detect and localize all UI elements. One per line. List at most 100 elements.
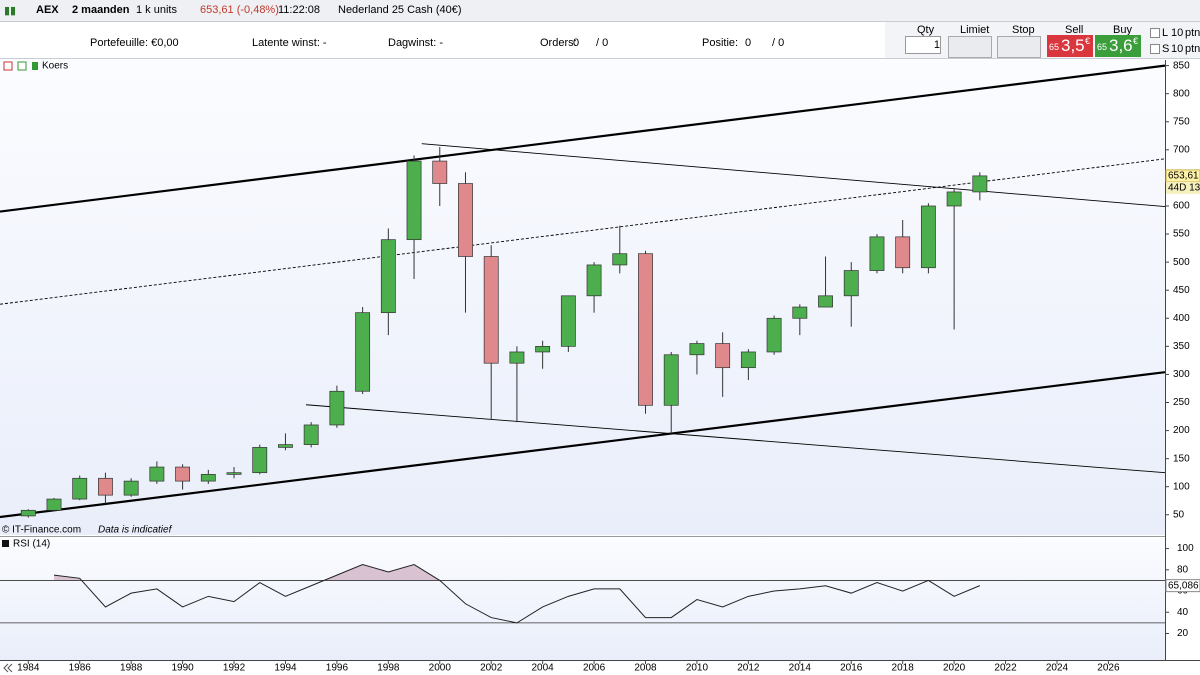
zoom-button[interactable]: [3, 61, 13, 71]
price-plot: [0, 64, 1165, 519]
long-value[interactable]: 10: [1171, 27, 1184, 39]
candle-body: [689, 343, 705, 356]
sell-small: 65: [1049, 42, 1060, 52]
candle-body: [175, 466, 191, 482]
sell-button[interactable]: 65 3,5 €: [1047, 35, 1093, 57]
trendline: [421, 143, 1165, 207]
candle-body: [946, 191, 962, 207]
qty-input[interactable]: 1: [905, 36, 941, 54]
buy-small: 65: [1097, 42, 1108, 52]
rsi-area: [54, 564, 440, 581]
candle-body: [560, 295, 576, 347]
candle-body: [663, 354, 679, 406]
quote: 653,61 (-0,48%): [200, 4, 279, 16]
candle-body: [458, 183, 473, 257]
candle-body: [715, 343, 731, 369]
candle-body: [535, 345, 551, 353]
rsi-pane: [0, 538, 1165, 660]
position-total[interactable]: / 0: [772, 37, 785, 49]
portfolio: Portefeuille: €0,00: [90, 37, 179, 49]
position: Positie:: [702, 37, 739, 49]
symbol[interactable]: AEX: [36, 4, 59, 16]
y-tick-label: 600: [1173, 201, 1190, 212]
scroll-left[interactable]: [3, 663, 13, 673]
trendline: [0, 371, 1165, 519]
candle-body: [509, 351, 525, 364]
trendline: [0, 64, 1165, 213]
limit-button[interactable]: [948, 36, 992, 58]
short-value[interactable]: 10: [1171, 43, 1184, 55]
orders-total[interactable]: / 0: [596, 37, 609, 49]
long-label: L: [1162, 27, 1169, 39]
chart: Koers © IT-Finance.com Data is indicatie…: [0, 60, 1200, 674]
buy-big: 3,6: [1109, 36, 1133, 55]
candle-body: [766, 317, 782, 353]
x-tick-label: 2012: [737, 663, 760, 674]
x-tick-label: 2002: [480, 663, 503, 674]
candle-body: [98, 477, 113, 496]
y-tick-label: 50: [1173, 509, 1185, 520]
instrument[interactable]: Nederland 25 Cash (40€): [338, 4, 462, 16]
y-tick-label: 850: [1173, 60, 1190, 71]
x-tick-label: 2022: [994, 663, 1017, 674]
rsi-last-label: 65,086: [1168, 580, 1199, 591]
stop-label: Stop: [1012, 24, 1035, 36]
sell-big: 3,5: [1061, 36, 1085, 55]
x-tick-label: 1988: [120, 663, 143, 674]
y-tick-label: 300: [1173, 369, 1190, 380]
y-tick-label: 750: [1173, 116, 1190, 127]
y-tick-label: 400: [1173, 313, 1190, 324]
x-tick-label: 2010: [686, 663, 709, 674]
x-tick-label: 1998: [377, 663, 400, 674]
candle-body: [329, 390, 345, 426]
qty-label: Qty: [917, 24, 935, 36]
y-tick-label: 350: [1173, 341, 1190, 352]
y-tick-label: 450: [1173, 285, 1190, 296]
buy-button[interactable]: 65 3,6 €: [1095, 35, 1141, 57]
candle-body: [72, 477, 88, 500]
trendline: [0, 158, 1165, 305]
orders: Orders:: [540, 37, 577, 49]
last-price-label: 653,61: [1168, 171, 1199, 182]
candle-body: [46, 498, 62, 511]
candle-body: [483, 256, 499, 364]
candle-body: [252, 447, 268, 474]
x-tick-label: 2004: [532, 663, 555, 674]
x-tick-label: 1984: [17, 663, 40, 674]
orders-count[interactable]: 0: [573, 37, 580, 49]
x-tick-label: 1990: [171, 663, 194, 674]
source: © IT-Finance.com: [2, 525, 81, 536]
sell-label: Sell: [1065, 24, 1084, 36]
latent: Latente winst: -: [252, 37, 327, 49]
position-count[interactable]: 0: [745, 37, 752, 49]
rsi-swatch: [2, 540, 9, 547]
short-label: S: [1162, 43, 1170, 55]
units[interactable]: 1 k units: [136, 4, 177, 16]
candle-body: [638, 253, 653, 406]
short-check[interactable]: [1150, 44, 1160, 54]
x-tick-label: 1992: [223, 663, 246, 674]
x-tick-label: 2008: [634, 663, 657, 674]
y-tick-label: 700: [1173, 144, 1190, 155]
disclaimer: Data is indicatief: [98, 525, 173, 536]
x-tick-label: 1996: [326, 663, 349, 674]
period[interactable]: 2 maanden: [72, 4, 130, 16]
candle-body: [149, 466, 165, 482]
y-tick-label: 200: [1173, 425, 1190, 436]
x-tick-label: 2020: [943, 663, 966, 674]
candle-body: [20, 509, 36, 517]
toolbar: ▮▮ AEX 2 maanden 1 k units 653,61 (-0,48…: [0, 0, 1200, 22]
x-tick-label: 2018: [892, 663, 915, 674]
add-button[interactable]: [17, 61, 27, 71]
x-tick-label: 2014: [789, 663, 812, 674]
rsi-line: [53, 563, 981, 624]
x-tick-label: 2006: [583, 663, 606, 674]
candle-body: [792, 306, 808, 319]
buy-label: Buy: [1113, 24, 1132, 36]
long-check[interactable]: [1150, 28, 1160, 38]
candle-body: [226, 472, 242, 475]
stop-button[interactable]: [997, 36, 1041, 58]
candle-body: [303, 424, 319, 445]
short-unit: ptn: [1185, 43, 1200, 55]
x-tick-label: 2026: [1097, 663, 1120, 674]
